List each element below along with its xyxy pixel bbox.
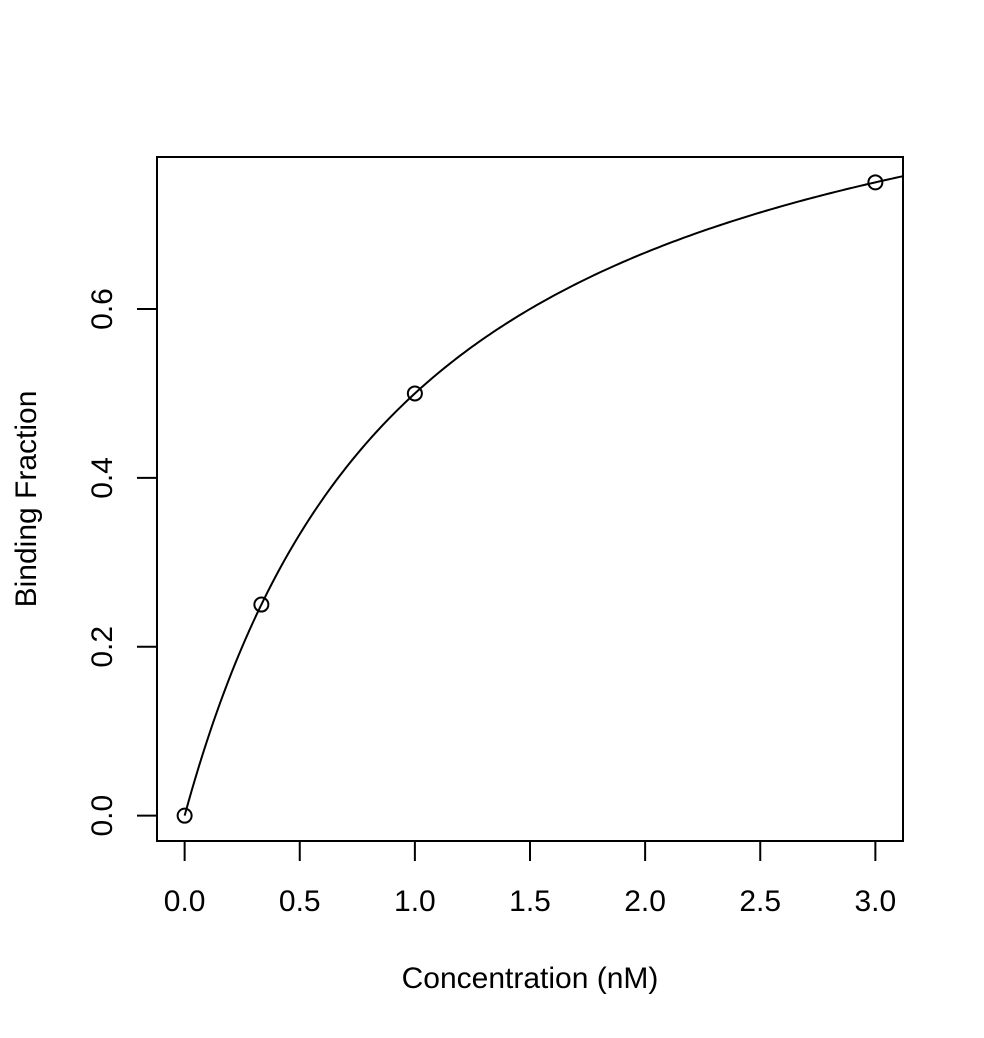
data-point <box>867 174 884 191</box>
y-tick-label: 0.4 <box>86 457 119 499</box>
x-axis: 0.0 0.5 1.0 1.5 2.0 2.5 3.0 <box>164 840 897 918</box>
plot-area <box>156 156 904 842</box>
data-point <box>406 385 423 402</box>
x-tick-label: 1.5 <box>509 885 551 918</box>
data-point <box>253 596 270 613</box>
fit-curve-line <box>183 175 903 816</box>
y-tick-label: 0.2 <box>86 626 119 668</box>
plot-frame <box>156 156 904 842</box>
y-axis-title: Binding Fraction <box>10 391 43 608</box>
x-tick-label: 2.5 <box>739 885 781 918</box>
x-tick-label: 1.0 <box>394 885 436 918</box>
data-point <box>176 807 193 824</box>
y-axis: 0.0 0.2 0.4 0.6 <box>86 288 158 837</box>
x-axis-title: Concentration (nM) <box>402 962 659 995</box>
y-tick-label: 0.6 <box>86 288 119 330</box>
y-tick-label: 0.0 <box>86 795 119 837</box>
x-tick-label: 3.0 <box>855 885 897 918</box>
x-tick-label: 0.5 <box>279 885 321 918</box>
x-tick-label: 0.0 <box>164 885 206 918</box>
x-tick-label: 2.0 <box>624 885 666 918</box>
